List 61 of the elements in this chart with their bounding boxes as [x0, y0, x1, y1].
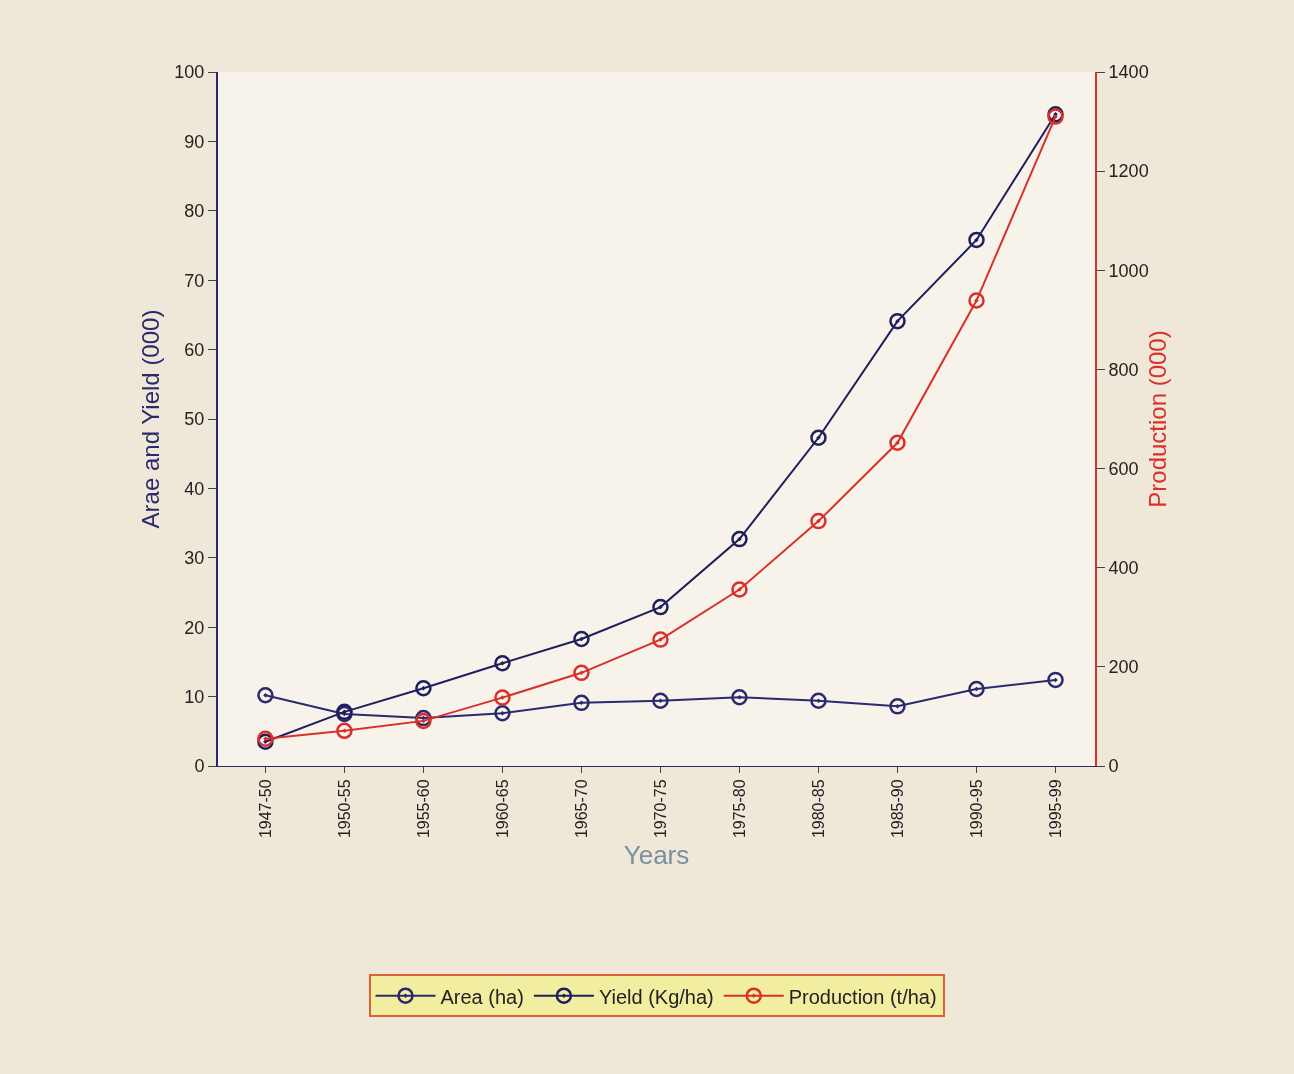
- x-axis-title: Years: [623, 840, 690, 871]
- x-tick-label: 1980-85: [809, 779, 827, 839]
- y2-tick-label: 1000: [1108, 260, 1149, 281]
- y2-tick-label: 400: [1108, 558, 1139, 579]
- y-tick-label: 80: [184, 201, 205, 222]
- point: [968, 680, 985, 698]
- point: [573, 664, 590, 682]
- y-tick-label: 40: [184, 478, 205, 499]
- point: [810, 429, 827, 446]
- point: [573, 694, 590, 712]
- point: [968, 292, 985, 309]
- x-tick-label: 1990-95: [967, 779, 985, 839]
- point: [494, 705, 511, 722]
- y2-tick-label: 600: [1108, 458, 1139, 479]
- x-tick-label: 1955-60: [414, 779, 432, 839]
- x-tick-label: 1947-50: [256, 779, 274, 839]
- y-tick-label: 30: [184, 548, 205, 569]
- point: [731, 689, 748, 706]
- x-tick-label: 1995-99: [1046, 779, 1064, 839]
- point: [731, 530, 748, 548]
- point: [573, 630, 590, 648]
- x-tick-label: 1960-65: [493, 779, 511, 839]
- point: [494, 689, 511, 706]
- x-tick-label: 1970-75: [651, 779, 669, 839]
- y-tick-label: 100: [174, 62, 205, 83]
- y2-tick-label: 1200: [1108, 161, 1149, 182]
- point: [889, 698, 906, 715]
- y2-axis-title: Production (000): [1144, 330, 1171, 508]
- y-tick-label: 50: [184, 409, 205, 430]
- point: [415, 680, 432, 697]
- x-tick-label: 1985-90: [888, 779, 906, 839]
- y-tick-label: 90: [184, 131, 205, 152]
- y-tick-label: 20: [184, 617, 205, 638]
- y-tick-label: 10: [184, 686, 205, 707]
- point: [968, 231, 985, 249]
- y-tick-label: 0: [194, 756, 205, 777]
- point: [810, 692, 827, 709]
- point: [652, 631, 669, 648]
- x-tick-label: 1975-80: [730, 779, 748, 839]
- point: [494, 655, 511, 672]
- point: [889, 312, 906, 330]
- point: [1047, 671, 1064, 689]
- point: [652, 598, 669, 616]
- y2-tick-label: 800: [1108, 359, 1139, 380]
- y-tick-label: 60: [184, 339, 205, 360]
- y2-tick-label: 0: [1108, 756, 1119, 777]
- point: [731, 581, 748, 598]
- y2-tick-label: 200: [1108, 657, 1139, 678]
- point: [336, 722, 353, 740]
- y-axis-title: Arae and Yield (000): [137, 309, 164, 529]
- y2-tick-label: 1400: [1108, 62, 1149, 83]
- y-tick-label: 70: [184, 270, 205, 291]
- point: [810, 512, 827, 530]
- legend-label: Production (t/ha): [788, 985, 937, 1008]
- legend-label: Area (ha): [440, 985, 524, 1008]
- x-tick-label: 1950-55: [335, 779, 353, 839]
- point: [257, 686, 274, 704]
- x-tick-label: 1965-70: [572, 779, 590, 839]
- legend-label: Yield (Kg/ha): [598, 985, 714, 1008]
- point: [652, 692, 669, 709]
- point: [889, 434, 906, 452]
